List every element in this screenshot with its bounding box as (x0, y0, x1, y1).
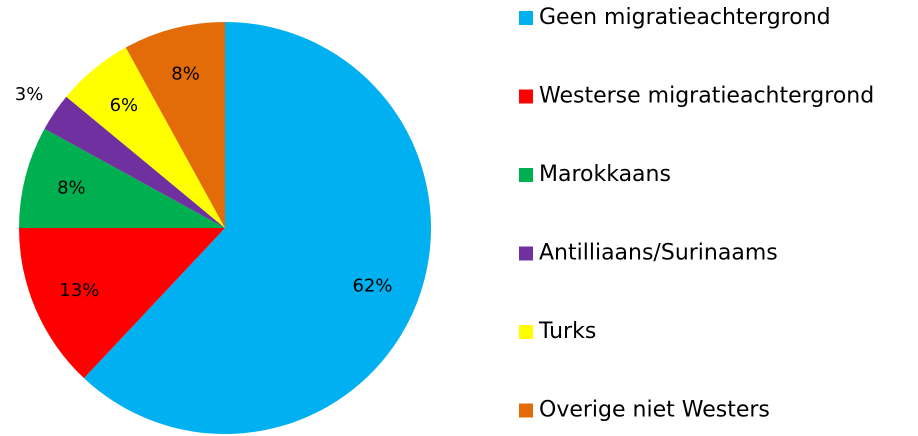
legend-label: Westerse migratieachtergrond (539, 84, 874, 109)
data-label: 13% (59, 280, 99, 301)
data-label: 62% (352, 275, 392, 296)
data-label: 3% (15, 84, 44, 105)
pie-slice (66, 47, 226, 229)
pie-slice (83, 22, 431, 434)
legend-label: Overige niet Westers (539, 398, 770, 423)
legend-swatch (519, 11, 533, 25)
legend-label: Antilliaans/Surinaams (539, 241, 778, 266)
legend-label: Turks (538, 319, 596, 344)
legend-swatch (519, 403, 533, 418)
data-label: 8% (57, 178, 86, 199)
data-label: 6% (110, 95, 139, 116)
pie-slice (19, 128, 225, 228)
legend-label: Geen migratieachtergrond (539, 5, 831, 30)
pie-slice (44, 96, 226, 228)
legend-swatch (519, 246, 533, 261)
pie-slice (19, 228, 225, 379)
legend-swatch (519, 325, 533, 339)
data-label: 8% (171, 63, 200, 84)
legend-swatch (519, 168, 533, 182)
legend-label: Marokkaans (539, 162, 671, 187)
pie-slice (125, 22, 225, 228)
legend-swatch (519, 89, 533, 104)
